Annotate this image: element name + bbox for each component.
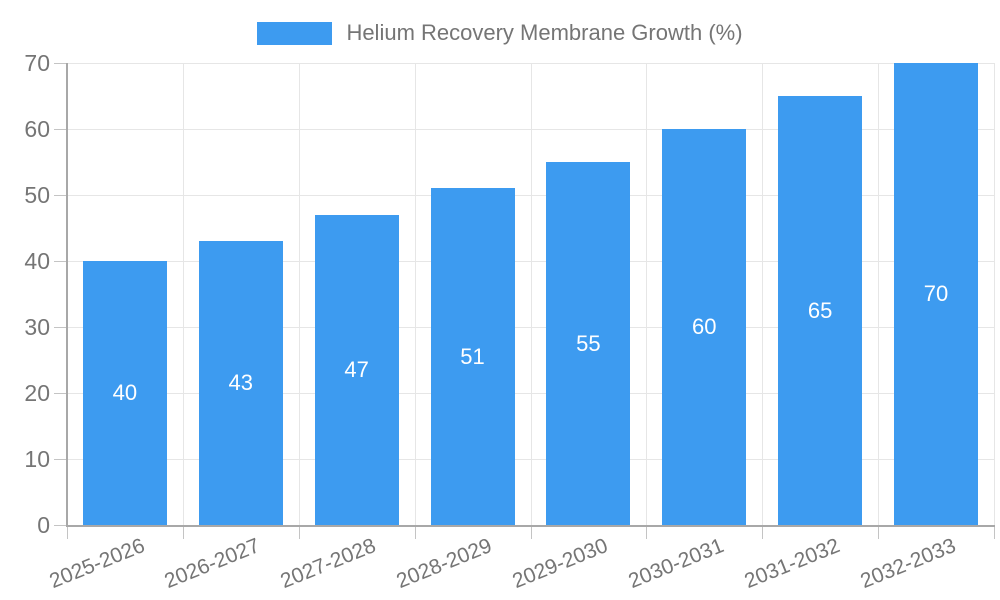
x-axis-tick-label: 2032-2033 <box>856 534 959 593</box>
y-axis-tick-label: 0 <box>37 512 50 538</box>
bar-value-label: 65 <box>807 297 833 323</box>
x-axis-tick <box>646 525 648 539</box>
x-axis-tick <box>994 525 995 539</box>
bar-value-label: 51 <box>460 343 485 369</box>
x-axis-tick-label: 2025-2026 <box>45 534 148 593</box>
x-axis-line <box>66 525 995 527</box>
y-axis-tick <box>54 459 67 460</box>
x-axis-tick-label: 2029-2030 <box>509 534 612 593</box>
x-axis-tick <box>762 525 764 539</box>
y-axis-tick <box>54 261 67 262</box>
y-axis-tick <box>54 129 67 130</box>
bar: 40 <box>82 261 167 525</box>
y-axis-tick <box>54 63 67 64</box>
bar: 55 <box>546 162 631 525</box>
y-axis-tick-label: 40 <box>24 248 50 274</box>
bar-value-label: 47 <box>344 356 369 382</box>
bar: 47 <box>314 214 399 525</box>
bar: 60 <box>662 129 747 525</box>
bar-value-label: 43 <box>228 370 254 396</box>
legend-label: Helium Recovery Membrane Growth (%) <box>346 20 743 45</box>
gridline-vertical <box>530 63 532 525</box>
x-axis-tick <box>878 525 880 539</box>
y-axis-line <box>66 63 68 525</box>
gridline-vertical <box>182 63 184 525</box>
gridline-vertical <box>994 63 995 525</box>
x-axis-tick <box>414 525 416 539</box>
gridline-vertical <box>414 63 416 525</box>
y-axis-tick-label: 60 <box>24 116 50 142</box>
bar-value-label: 60 <box>692 314 717 339</box>
x-axis-tick-label: 2027-2028 <box>277 534 380 593</box>
bar: 51 <box>430 188 515 525</box>
y-axis-tick <box>54 525 67 526</box>
gridline-vertical <box>646 63 648 525</box>
y-axis-tick-label: 70 <box>24 50 50 76</box>
y-axis-tick-label: 20 <box>24 380 50 406</box>
y-axis-tick <box>54 327 67 328</box>
x-axis-tick <box>182 525 184 539</box>
gridline-vertical <box>762 63 764 525</box>
gridline-vertical <box>878 63 880 525</box>
legend-swatch <box>257 21 333 45</box>
x-axis-tick-label: 2031-2032 <box>741 534 843 593</box>
x-axis-tick-label: 2028-2029 <box>393 534 496 593</box>
bar-value-label: 70 <box>923 281 949 306</box>
bar-value-label: 55 <box>576 330 601 356</box>
bar: 43 <box>198 241 283 525</box>
x-axis-tick-label: 2026-2027 <box>161 534 264 593</box>
y-axis-tick <box>54 195 67 196</box>
bar-value-label: 40 <box>112 380 138 405</box>
x-axis-tick <box>67 525 68 539</box>
y-axis-tick-label: 50 <box>24 182 50 208</box>
y-axis-tick <box>54 393 67 394</box>
y-axis-tick-label: 10 <box>24 446 50 472</box>
y-axis-tick-label: 30 <box>24 314 50 340</box>
gridline-vertical <box>298 63 300 525</box>
x-axis-tick-label: 2030-2031 <box>625 534 727 593</box>
x-axis-tick <box>298 525 300 539</box>
x-axis-tick <box>530 525 532 539</box>
bar: 70 <box>894 63 979 525</box>
chart-legend-item[interactable]: Helium Recovery Membrane Growth (%) <box>0 20 1000 46</box>
bar: 65 <box>778 96 863 525</box>
